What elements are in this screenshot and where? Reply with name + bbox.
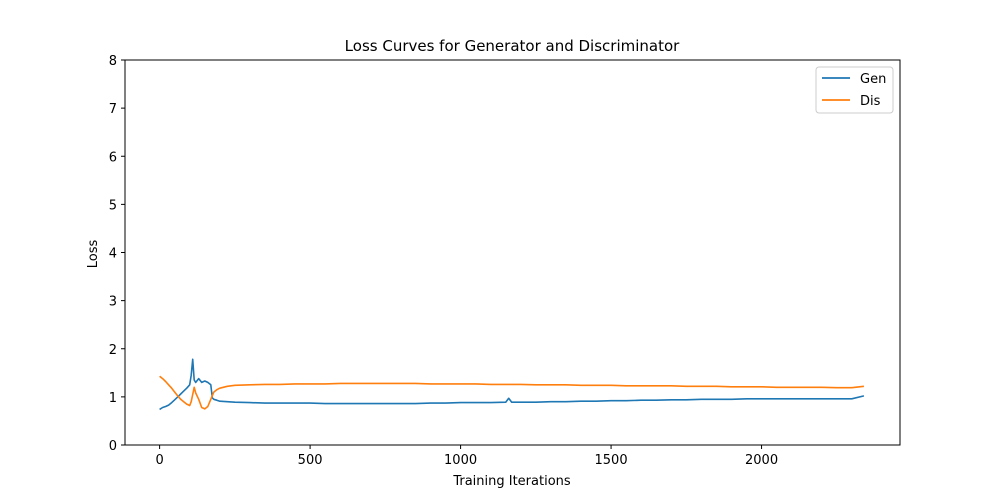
y-axis-ticks: 0 1 2 3 4 5 6 7 8 <box>109 54 125 454</box>
y-tick-label: 8 <box>109 54 117 69</box>
series-line-dis <box>159 375 864 410</box>
y-tick-label: 1 <box>109 391 117 406</box>
y-tick-label: 4 <box>109 247 117 262</box>
y-tick-label: 0 <box>109 439 117 454</box>
chart-title: Loss Curves for Generator and Discrimina… <box>345 37 680 55</box>
x-axis-label: Training Iterations <box>452 474 571 489</box>
series-line-gen <box>159 358 865 411</box>
y-tick-label: 2 <box>109 343 117 358</box>
x-tick-label: 500 <box>298 453 323 468</box>
x-tick-label: 1500 <box>595 453 628 468</box>
x-tick-label: 0 <box>155 453 163 468</box>
x-tick-label: 1000 <box>444 453 477 468</box>
legend-label-gen: Gen <box>860 72 886 87</box>
legend: Gen Dis <box>815 66 894 114</box>
x-tick-label: 2000 <box>745 453 778 468</box>
legend-label-dis: Dis <box>860 94 881 109</box>
series-layer <box>159 358 865 411</box>
y-tick-label: 7 <box>109 102 117 117</box>
y-tick-label: 3 <box>109 295 117 310</box>
y-tick-label: 5 <box>109 198 117 213</box>
x-axis-ticks: 0 500 1000 1500 2000 <box>155 445 778 468</box>
y-axis-label: Loss <box>86 240 101 269</box>
y-tick-label: 6 <box>109 150 117 165</box>
